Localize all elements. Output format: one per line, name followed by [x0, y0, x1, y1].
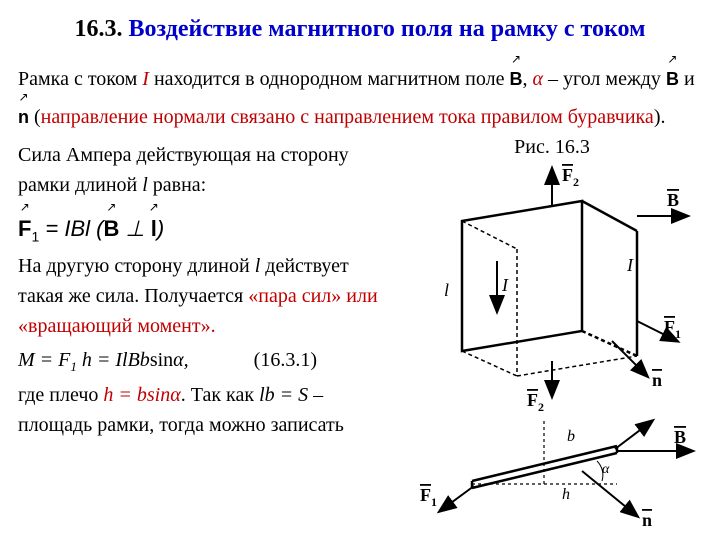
vector-l: l: [151, 206, 157, 242]
text: где плечо: [18, 384, 103, 406]
pair-forces-paragraph: На другую сторону длиной l действует так…: [18, 251, 394, 341]
var-alpha: α: [532, 68, 543, 90]
label-F2: F2: [562, 165, 579, 189]
var-I: I: [142, 68, 149, 90]
vector-B: B: [666, 56, 679, 93]
label-h: h: [562, 486, 570, 503]
ampere-formula: F1 = IBl (B ⊥ l): [18, 206, 394, 244]
paren: (: [90, 216, 103, 241]
red-note: направление нормали связано с направлени…: [41, 106, 654, 128]
sin: sin: [150, 349, 173, 371]
perp: ⊥: [119, 216, 150, 241]
section-title: 16.3. Воздействие магнитного поля на рам…: [18, 10, 702, 48]
intro-text: – угол между: [543, 68, 666, 90]
label-B-bot: B: [674, 427, 686, 447]
moment-formula-line: M = F1 h = IlBbsinα, (16.3.1): [18, 345, 394, 377]
figure-caption: Рис. 16.3: [402, 136, 702, 159]
lb-S: lb = S: [259, 384, 308, 406]
label-n: n: [652, 370, 662, 390]
ampere-paragraph: Сила Ампера действующая на сторону рамки…: [18, 140, 394, 200]
label-F1: F1: [664, 317, 681, 341]
label-B: B: [667, 190, 679, 210]
label-I: I: [626, 255, 634, 275]
intro-paragraph: Рамка с током I находится в однородном м…: [18, 56, 702, 132]
label-F2b: F2: [527, 390, 544, 414]
intro-text: (: [29, 106, 41, 128]
text: равна:: [148, 174, 206, 196]
text: На другую сторону длиной: [18, 255, 255, 277]
intro-text: ,: [522, 68, 532, 90]
moment-explain: где плечо h = bsinα. Так как lb = S – пл…: [18, 380, 394, 440]
vector-B: B: [103, 206, 119, 242]
h-formula: h = bsinα: [103, 384, 180, 406]
intro-text: Рамка с током: [18, 68, 142, 90]
label-l: l: [444, 280, 449, 300]
paren: ): [157, 216, 164, 241]
formula-text: M = F: [18, 349, 70, 371]
label-F1-bot: F1: [420, 485, 437, 509]
equation-number: (16.3.1): [254, 349, 317, 371]
title-text: Воздействие магнитного поля на рамку с т…: [129, 16, 646, 42]
label-I: I: [501, 275, 509, 295]
var-alpha: α,: [173, 349, 189, 371]
intro-text: находится в однородном магнитном поле: [149, 68, 510, 90]
figure-diagram: F2 B I I l F2 n F1: [402, 161, 702, 531]
intro-text: и: [679, 68, 695, 90]
label-alpha: α: [602, 462, 610, 477]
label-n-bot: n: [642, 510, 652, 530]
vector-F: F: [18, 206, 31, 242]
formula-text: h = IlBb: [77, 349, 150, 371]
var-B: B: [70, 216, 85, 241]
vector-n: n: [18, 94, 29, 131]
vector-B: B: [509, 56, 522, 93]
intro-text: ).: [654, 106, 666, 128]
title-number: 16.3.: [75, 16, 123, 42]
text: . Так как: [181, 384, 259, 406]
eq: =: [39, 216, 64, 241]
label-b: b: [567, 428, 575, 445]
